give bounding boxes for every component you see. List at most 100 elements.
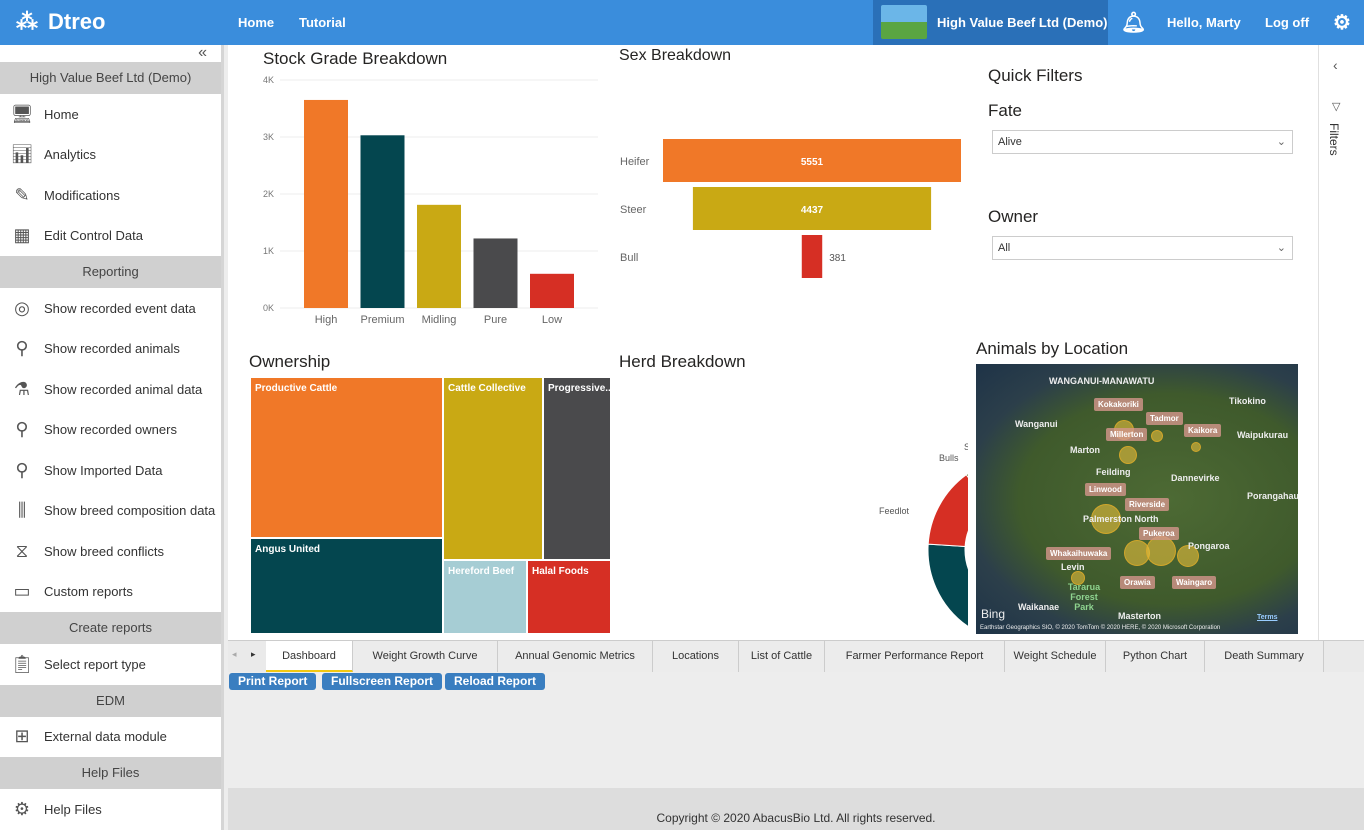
owner-dropdown[interactable]: All⌄ [992,236,1293,260]
gear-icon[interactable]: ⚙ [1333,10,1351,35]
treemap-cell[interactable]: Productive Cattle [250,377,443,538]
sidebar-item-label: Edit Control Data [44,228,143,243]
sidebar-item-show-recorded-animal-data[interactable]: ⚗Show recorded animal data [0,369,221,410]
map-tag[interactable]: Whakaihuwaka [1046,547,1111,560]
sidebar: « High Value Beef Ltd (Demo) 🖥︎Home📊︎Ana… [0,45,224,830]
chevron-left-icon[interactable]: ‹ [1333,57,1338,73]
map-label: WANGANUI-MANAWATU [1049,376,1154,386]
slice-feedlot[interactable] [928,475,968,547]
slice-label: Sampling [964,442,968,452]
nav-tutorial[interactable]: Tutorial [299,15,346,30]
tab-dashboard[interactable]: Dashboard [266,641,353,672]
bar-high[interactable] [304,100,348,308]
sidebar-item-external-data-module[interactable]: ⊞External data module [0,717,221,758]
tab-farmer-performance-report[interactable]: Farmer Performance Report [825,641,1005,672]
sidebar-item-show-breed-conflicts[interactable]: ⧖Show breed conflicts [0,531,221,572]
clipboard-icon: 📋︎ [0,654,44,675]
reload-report-button[interactable]: Reload Report [445,673,545,690]
sidebar-item-show-breed-composition-data[interactable]: ⫼Show breed composition data [0,491,221,532]
y-tick-label: 1K [263,246,274,256]
stock-grade-title: Stock Grade Breakdown [263,49,447,69]
filter-icon: ▽ [1332,100,1340,113]
slice-label: Feedlot [879,506,910,516]
map-tag[interactable]: Linwood [1085,483,1126,496]
bar-low[interactable] [530,274,574,308]
location-map[interactable]: WANGANUI-MANAWATU Wanganui Marton Tikoki… [976,364,1298,634]
fate-dropdown[interactable]: Alive⌄ [992,130,1293,154]
tab-locations[interactable]: Locations [653,641,739,672]
sidebar-item-label: Modifications [44,188,120,203]
sidebar-item-analytics[interactable]: 📊︎Analytics [0,135,221,176]
tab-weight-growth-curve[interactable]: Weight Growth Curve [353,641,498,672]
tab-weight-schedule[interactable]: Weight Schedule [1005,641,1106,672]
sidebar-org: High Value Beef Ltd (Demo) [0,62,221,94]
map-tag[interactable]: Kaikora [1184,424,1221,437]
data-label: 381 [829,253,846,264]
logo-icon: ⁂ [16,9,38,34]
slice-paddock[interactable] [928,544,968,630]
collapse-icon[interactable]: « [0,45,221,62]
sidebar-item-select-report-type[interactable]: 📋︎Select report type [0,644,221,685]
map-tag[interactable]: Orawia [1120,576,1155,589]
map-tag[interactable]: Waingaro [1172,576,1216,589]
monitor-icon: 🖥︎ [0,104,44,125]
treemap-cell[interactable]: Hereford Beef [443,560,527,634]
sidebar-item-home[interactable]: 🖥︎Home [0,94,221,135]
nav-home[interactable]: Home [238,15,274,30]
print-report-button[interactable]: Print Report [229,673,316,690]
map-tag[interactable]: Pukeroa [1139,527,1179,540]
sex-title: Sex Breakdown [619,47,731,65]
map-label: Tikokino [1229,396,1266,406]
copyright: Copyright © 2020 AbacusBio Ltd. All righ… [657,811,936,825]
section-help: Help Files [0,757,221,789]
map-bubble[interactable] [1191,442,1201,452]
sidebar-item-edit-control-data[interactable]: ▦Edit Control Data [0,216,221,257]
treemap-cell[interactable]: Angus United [250,538,443,634]
tab-annual-genomic-metrics[interactable]: Annual Genomic Metrics [498,641,653,672]
tab-prev-icon[interactable]: ◂ [232,649,237,660]
category-label: Bull [620,252,638,264]
map-terms-link[interactable]: Terms [1257,614,1278,622]
map-bubble[interactable] [1151,430,1163,442]
fullscreen-report-button[interactable]: Fullscreen Report [322,673,442,690]
sidebar-item-label: Show recorded animal data [44,382,202,397]
sidebar-item-modifications[interactable]: ✎Modifications [0,175,221,216]
bar-pure[interactable] [474,238,518,308]
map-tag[interactable]: Millerton [1106,428,1147,441]
bar-bull[interactable] [802,235,822,278]
org-name: High Value Beef Ltd (Demo) [937,15,1107,30]
bar-midling[interactable] [417,205,461,308]
map-label: Porangahau [1247,491,1298,501]
tab-next-icon[interactable]: ▸ [251,649,256,660]
sidebar-item-help-files[interactable]: ⚙Help Files [0,789,221,830]
sidebar-item-label: Home [44,107,79,122]
sidebar-item-show-imported-data[interactable]: ⚲Show Imported Data [0,450,221,491]
map-label: Waikanae [1018,602,1059,612]
sidebar-item-show-recorded-event-data[interactable]: ◎Show recorded event data [0,288,221,329]
map-tag[interactable]: Tadmor [1146,412,1183,425]
map-bubble[interactable] [1119,446,1137,464]
section-reporting: Reporting [0,256,221,288]
filters-pane[interactable]: ‹ ▽ Filters [1318,45,1364,640]
sidebar-item-show-recorded-owners[interactable]: ⚲Show recorded owners [0,410,221,451]
sidebar-item-show-recorded-animals[interactable]: ⚲Show recorded animals [0,329,221,370]
treemap-cell[interactable]: Progressive... [543,377,611,560]
treemap-cell[interactable]: Cattle Collective [443,377,543,560]
map-bubble[interactable] [1146,536,1176,566]
org-switcher[interactable]: High Value Beef Ltd (Demo) [873,0,1108,45]
bar-premium[interactable] [361,135,405,308]
sidebar-item-custom-reports[interactable]: ▭Custom reports [0,572,221,613]
owner-label: Owner [988,207,1038,227]
tab-death-summary[interactable]: Death Summary [1205,641,1324,672]
search-icon: ⚲ [0,419,44,440]
bell-icon[interactable]: 🔔︎ [1121,10,1146,35]
map-tag[interactable]: Kokakoriki [1094,398,1143,411]
map-tag[interactable]: Riverside [1125,498,1169,511]
tab-list-of-cattle[interactable]: List of Cattle [739,641,825,672]
tab-python-chart[interactable]: Python Chart [1106,641,1205,672]
sidebar-item-label: Help Files [44,802,102,817]
app-logo[interactable]: ⁂Dtreo [16,9,105,35]
treemap-cell[interactable]: Halal Foods [527,560,611,634]
logoff-link[interactable]: Log off [1265,15,1309,30]
chevron-down-icon: ⌄ [1277,131,1286,153]
